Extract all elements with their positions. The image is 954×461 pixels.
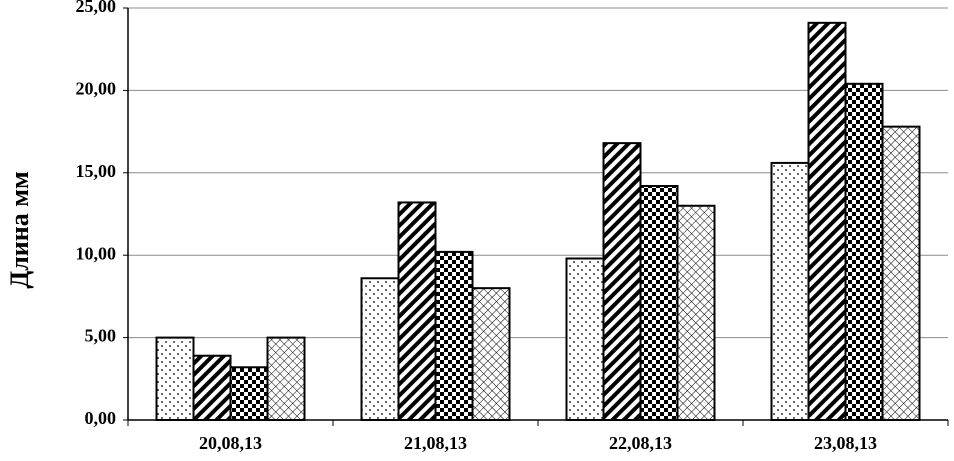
y-tick-label: 0,00 [85,408,117,428]
bar [602,142,642,422]
bar [639,184,679,421]
x-tick-label: 21,08,13 [404,433,467,453]
y-tick-label: 15,00 [76,161,117,181]
bar [192,354,232,421]
y-tick-label: 10,00 [76,243,117,263]
bar [471,287,511,421]
y-axis-label: Длина мм [5,171,34,288]
bar [229,366,269,422]
x-tick-label: 23,08,13 [814,433,877,453]
bar [770,161,810,422]
bar [360,277,400,421]
x-tick-label: 20,08,13 [199,433,262,453]
bar [565,257,605,421]
y-tick-label: 20,00 [76,79,117,99]
y-tick-label: 25,00 [76,0,117,16]
bar [676,204,716,421]
bar [397,201,437,421]
bar [434,250,474,421]
bar [155,336,195,422]
bar [266,336,306,422]
bar [807,21,847,421]
y-tick-label: 5,00 [85,326,117,346]
x-tick-label: 22,08,13 [609,433,672,453]
bar [844,82,884,421]
bar [881,125,921,421]
